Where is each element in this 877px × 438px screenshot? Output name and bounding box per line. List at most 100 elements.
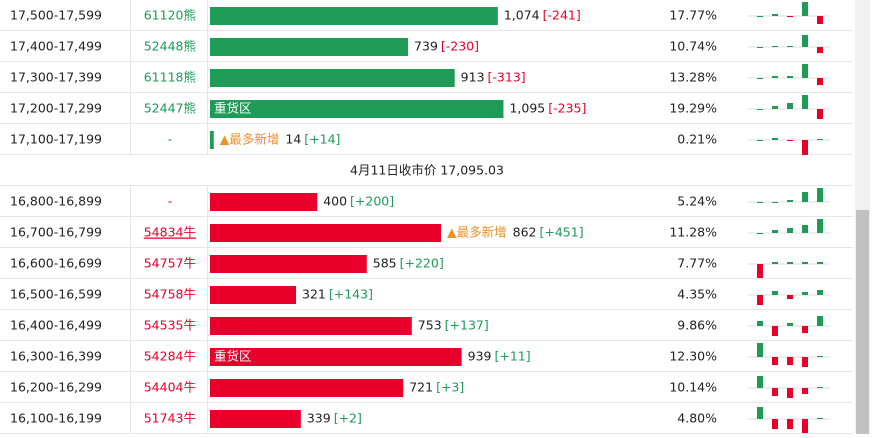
- change: [+220]: [400, 256, 444, 271]
- code[interactable]: 54834牛: [144, 225, 196, 240]
- close-price: 4月11日收市价 17,095.03: [350, 163, 504, 178]
- value: 400: [323, 194, 347, 209]
- value: 1,074: [504, 8, 540, 23]
- range: 16,200-16,299: [10, 380, 102, 395]
- value: 753: [418, 318, 442, 333]
- change: [+3]: [436, 380, 464, 395]
- spark-bar: [772, 230, 778, 233]
- bar: [210, 348, 462, 366]
- range: 16,100-16,199: [10, 411, 102, 426]
- spark-bar: [772, 202, 778, 203]
- range: 17,100-17,199: [10, 132, 102, 147]
- spark-bar: [817, 78, 823, 85]
- range: 16,300-16,399: [10, 349, 102, 364]
- spark-bar: [757, 321, 763, 326]
- spark-bar: [757, 16, 763, 17]
- code[interactable]: 54535牛: [144, 318, 196, 333]
- code[interactable]: 61120熊: [144, 8, 196, 23]
- code[interactable]: 54404牛: [144, 380, 196, 395]
- value: 939: [468, 349, 492, 364]
- note: ▲最多新增: [220, 132, 280, 147]
- spark-bar: [772, 419, 778, 429]
- percent: 11.28%: [669, 225, 717, 240]
- spark-bar: [817, 109, 823, 119]
- spark-bar: [772, 106, 778, 109]
- code[interactable]: 52447熊: [144, 101, 196, 116]
- spark-bar: [772, 262, 778, 264]
- spark-bar: [817, 139, 823, 140]
- code[interactable]: 52448熊: [144, 39, 196, 54]
- percent: 10.14%: [669, 380, 717, 395]
- range: 16,400-16,499: [10, 318, 102, 333]
- bar: [210, 38, 409, 56]
- percent: 5.24%: [677, 194, 717, 209]
- spark-bar: [802, 95, 808, 109]
- spark-bar: [817, 290, 823, 295]
- range: 16,700-16,799: [10, 225, 102, 240]
- spark-bar: [772, 76, 778, 78]
- spark-bar: [817, 262, 823, 264]
- range: 17,300-17,399: [10, 70, 102, 85]
- spark-bar: [802, 292, 808, 295]
- spark-bar: [757, 109, 763, 110]
- spark-bar: [802, 192, 808, 202]
- value: 913: [461, 70, 485, 85]
- spark-bar: [802, 326, 808, 333]
- spark-bar: [787, 228, 793, 233]
- note: ▲最多新增: [447, 225, 507, 240]
- code: -: [168, 132, 173, 147]
- bar: [210, 193, 318, 211]
- value: 1,095: [509, 101, 545, 116]
- bar: [210, 7, 498, 25]
- spark-bar: [772, 138, 778, 140]
- bar: [210, 379, 404, 397]
- spark-bar: [787, 323, 793, 326]
- code[interactable]: 54284牛: [144, 349, 196, 364]
- spark-bar: [787, 200, 793, 202]
- code[interactable]: 54758牛: [144, 287, 196, 302]
- scrollbar-thumb[interactable]: [856, 210, 869, 434]
- spark-bar: [787, 357, 793, 365]
- spark-bar: [757, 407, 763, 419]
- spark-bar: [817, 356, 823, 357]
- code[interactable]: 61118熊: [144, 70, 196, 85]
- percent: 9.86%: [677, 318, 717, 333]
- change: [-230]: [441, 39, 479, 54]
- spark-bar: [802, 140, 808, 155]
- code: -: [168, 194, 173, 209]
- change: [+143]: [329, 287, 373, 302]
- spark-bar: [817, 219, 823, 233]
- percent: 0.21%: [677, 132, 717, 147]
- spark-bar: [787, 16, 793, 17]
- spark-bar: [757, 202, 763, 203]
- code[interactable]: 51743牛: [144, 411, 196, 426]
- value: 585: [373, 256, 397, 271]
- change: [+451]: [540, 225, 584, 240]
- spark-bar: [802, 419, 808, 433]
- percent: 4.35%: [677, 287, 717, 302]
- spark-bar: [787, 388, 793, 398]
- bar: [210, 100, 504, 118]
- spark-bar: [802, 357, 808, 367]
- spark-bar: [757, 47, 763, 48]
- percent: 10.74%: [669, 39, 717, 54]
- value: 721: [409, 380, 433, 395]
- spark-bar: [802, 2, 808, 16]
- value: 14: [285, 132, 301, 147]
- spark-bar: [787, 103, 793, 109]
- spark-bar: [772, 46, 778, 47]
- spark-bar: [802, 388, 808, 394]
- spark-bar: [757, 78, 763, 79]
- spark-bar: [757, 140, 763, 141]
- change: [+11]: [495, 349, 531, 364]
- percent: 7.77%: [677, 256, 717, 271]
- spark-bar: [772, 357, 778, 365]
- spark-bar: [802, 225, 808, 233]
- percent: 13.28%: [669, 70, 717, 85]
- range: 17,500-17,599: [10, 8, 102, 23]
- bar: [210, 317, 412, 335]
- code[interactable]: 54757牛: [144, 256, 196, 271]
- bar: [210, 69, 455, 87]
- spark-bar: [772, 291, 778, 295]
- spark-bar: [802, 64, 808, 78]
